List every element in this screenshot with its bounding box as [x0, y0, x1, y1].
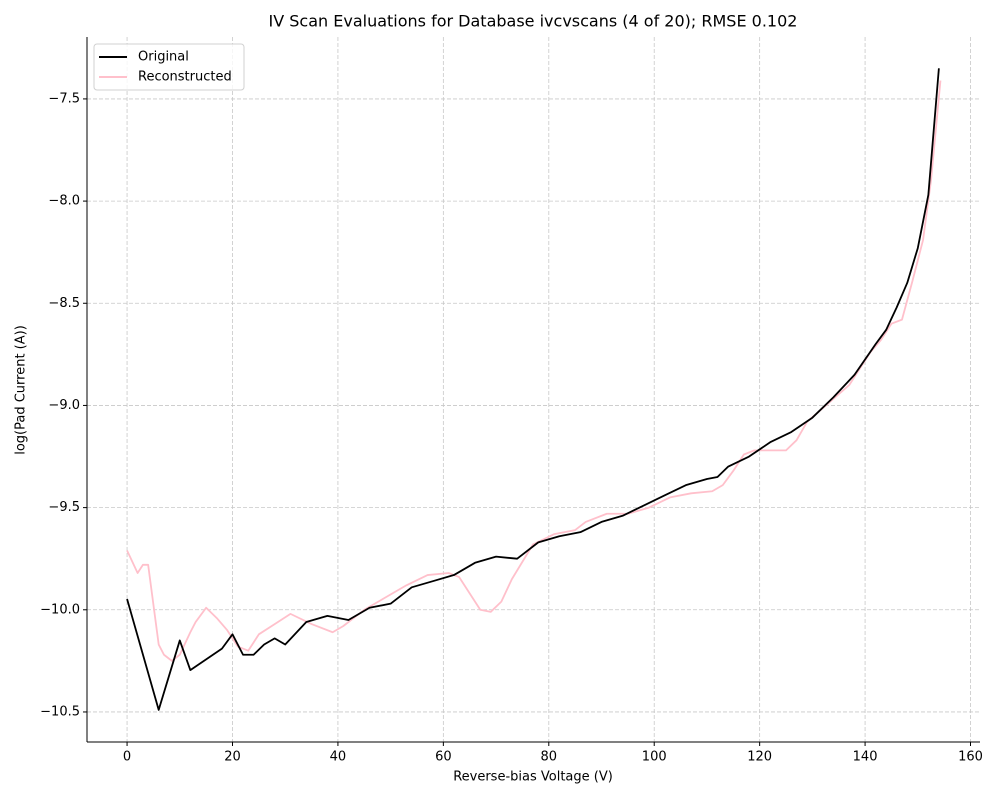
x-tick-label: 40 — [330, 750, 347, 765]
y-tick-label: −9.0 — [48, 398, 80, 413]
y-tick-label: −8.5 — [48, 296, 80, 311]
x-tick-label: 140 — [853, 750, 878, 765]
legend-label: Reconstructed — [138, 70, 232, 85]
legend-box — [93, 43, 245, 91]
chart-title: IV Scan Evaluations for Database ivcvsca… — [269, 12, 798, 31]
y-tick-label: −10.5 — [40, 704, 80, 719]
x-tick-label: 80 — [541, 750, 558, 765]
x-axis-label: Reverse-bias Voltage (V) — [453, 770, 613, 785]
x-tick-label: 60 — [435, 750, 452, 765]
series-line — [126, 80, 942, 662]
x-tick-label: 120 — [747, 750, 772, 765]
x-tick-label: 160 — [958, 750, 983, 765]
y-tick-label: −7.5 — [48, 91, 80, 106]
y-tick-label: −9.5 — [48, 500, 80, 515]
y-axis-label: log(Pad Current (A)) — [14, 325, 29, 455]
x-tick-label: 100 — [642, 750, 667, 765]
y-tick-label: −10.0 — [40, 602, 80, 617]
x-tick-label: 0 — [123, 750, 131, 765]
legend: Original Reconstructed — [93, 43, 245, 91]
series-line — [126, 68, 940, 711]
x-tick-label: 20 — [224, 750, 241, 765]
y-tick-label: −8.0 — [48, 194, 80, 209]
legend-label: Original — [138, 50, 189, 65]
